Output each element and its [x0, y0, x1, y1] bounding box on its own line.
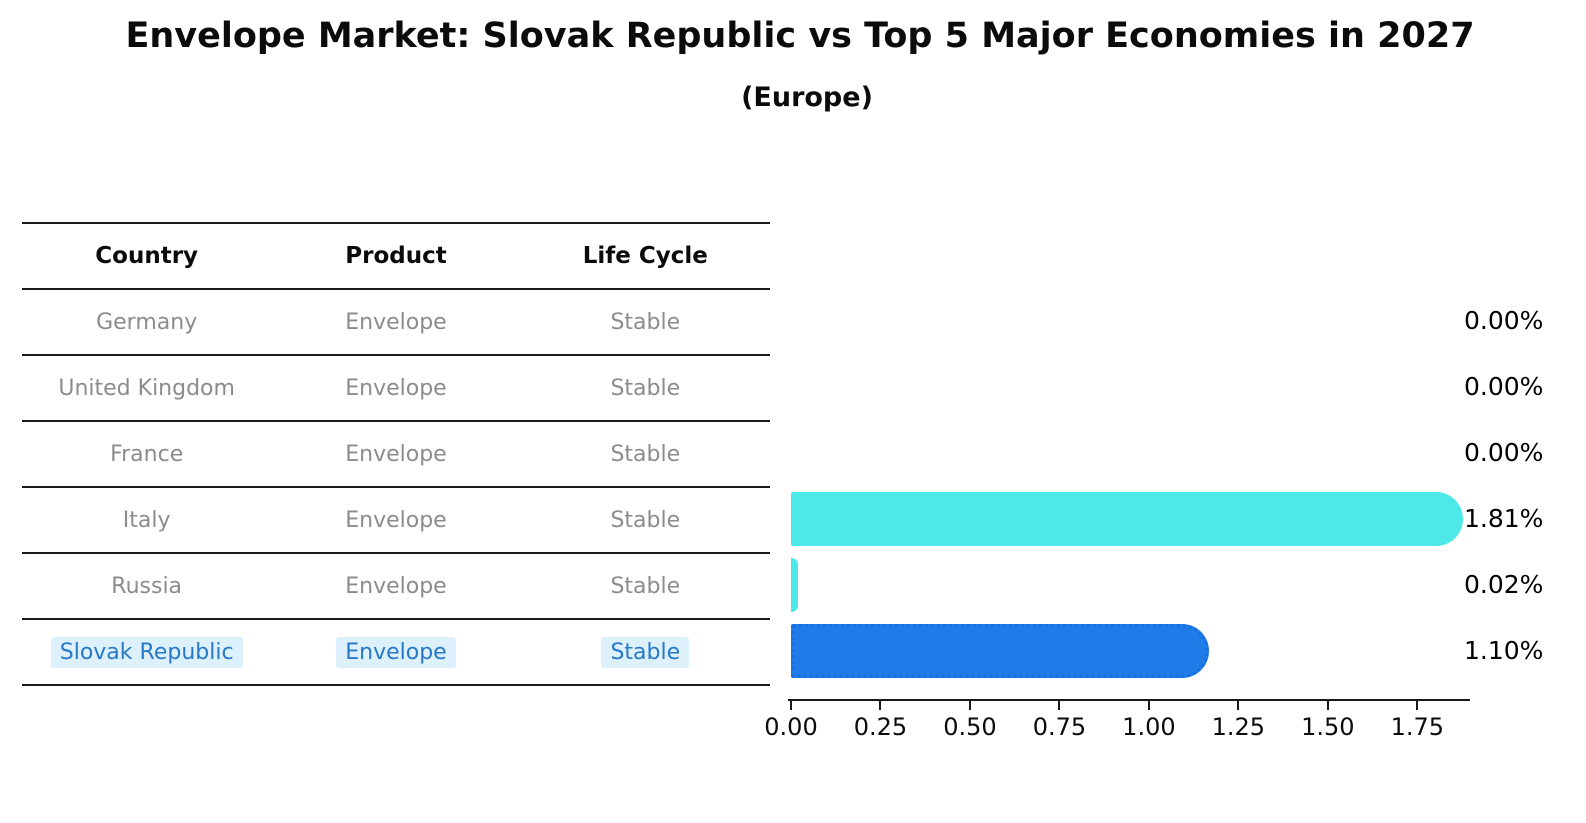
- tick-label: 0.75: [1032, 713, 1087, 741]
- country-table: Country Product Life Cycle Germany Envel…: [22, 222, 770, 686]
- life-cycle-cell: Stable: [610, 441, 681, 467]
- life-cycle-cell: Stable: [610, 507, 681, 533]
- table-row-france: France Envelope Stable: [22, 422, 770, 488]
- value-label-germany: 0.00%: [1464, 306, 1544, 335]
- tick-mark: [790, 701, 792, 710]
- table-row-italy: Italy Envelope Stable: [22, 488, 770, 554]
- tick-mark: [1326, 701, 1329, 710]
- product-cell: Envelope: [271, 636, 520, 668]
- tick-mark: [1058, 701, 1061, 710]
- tick-mark: [1416, 701, 1419, 710]
- chart-subtitle: (Europe): [741, 82, 873, 113]
- tick-label: 0.50: [943, 713, 997, 741]
- life-cycle-cell: Stable: [610, 309, 681, 335]
- tick-label: 1.00: [1122, 713, 1176, 741]
- life-cycle-cell: Stable: [610, 573, 681, 599]
- chart-title: Envelope Market: Slovak Republic vs Top …: [125, 16, 1475, 56]
- country-cell: France: [110, 441, 184, 467]
- product-cell: Envelope: [345, 441, 447, 467]
- value-label-russia: 0.02%: [1464, 570, 1544, 599]
- table-row-united-kingdom: United Kingdom Envelope Stable: [22, 356, 770, 422]
- country-cell: Germany: [96, 309, 198, 335]
- table-row-germany: Germany Envelope Stable: [22, 290, 770, 356]
- tick-mark: [879, 701, 882, 710]
- bar-italy: [791, 492, 1463, 546]
- product-cell: Envelope: [345, 573, 447, 599]
- table-row-russia: Russia Envelope Stable: [22, 554, 770, 620]
- product-cell: Envelope: [345, 375, 447, 401]
- table-header-row: Country Product Life Cycle: [22, 224, 770, 290]
- tick-label: 1.50: [1301, 713, 1355, 741]
- table-row-slovak-republic: Slovak Republic Envelope Stable: [22, 620, 770, 686]
- x-axis-line: [788, 699, 1470, 701]
- tick-label: 0.25: [853, 713, 908, 741]
- bar-slovak-republic: [791, 624, 1209, 678]
- tick-label: 1.25: [1211, 713, 1266, 741]
- value-label-france: 0.00%: [1464, 438, 1544, 467]
- life-cycle-cell: Stable: [610, 375, 681, 401]
- column-header-country: Country: [95, 243, 199, 269]
- product-cell: Envelope: [345, 507, 447, 533]
- life-cycle-cell: Stable: [521, 636, 770, 668]
- country-cell: Russia: [111, 573, 183, 599]
- country-cell: United Kingdom: [58, 375, 235, 401]
- value-label-italy: 1.81%: [1464, 504, 1544, 533]
- tick-mark: [1147, 701, 1150, 710]
- tick-mark: [1237, 701, 1240, 710]
- country-cell: Slovak Republic: [22, 636, 271, 668]
- column-header-life-cycle: Life Cycle: [582, 243, 708, 269]
- tick-label: 0.00: [764, 713, 818, 741]
- tick-label: 1.75: [1390, 713, 1445, 741]
- tick-mark: [968, 701, 971, 710]
- bar-russia: [791, 558, 798, 612]
- column-header-product: Product: [345, 243, 447, 269]
- value-label-slovak-republic: 1.10%: [1464, 636, 1544, 665]
- value-label-united-kingdom: 0.00%: [1464, 372, 1544, 401]
- product-cell: Envelope: [345, 309, 447, 335]
- country-cell: Italy: [122, 507, 171, 533]
